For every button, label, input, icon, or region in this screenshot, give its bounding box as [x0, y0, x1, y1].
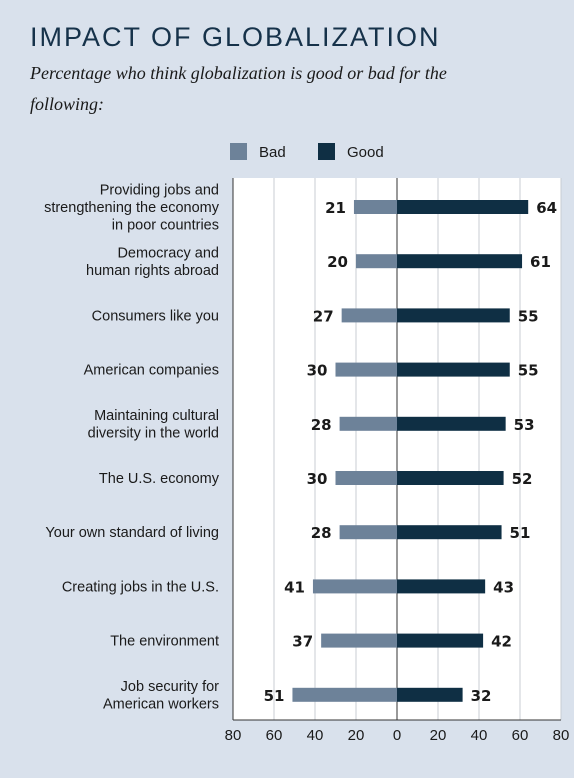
category-label: Your own standard of living	[45, 525, 219, 541]
bar-bad	[335, 471, 397, 485]
bar-good	[397, 254, 523, 269]
bar-good	[397, 308, 510, 323]
data-label-good: 52	[512, 470, 533, 488]
category-label: American companies	[84, 363, 219, 379]
data-label-bad: 41	[284, 578, 305, 596]
x-tick-label: 60	[266, 727, 283, 744]
bar-bad	[312, 579, 397, 594]
x-tick-label: 0	[393, 727, 401, 744]
data-label-good: 43	[493, 578, 514, 596]
data-label-bad: 30	[307, 470, 328, 488]
category-label: diversity in the world	[88, 426, 219, 442]
category-label: The U.S. economy	[99, 471, 220, 487]
chart-subtitle-line1: Percentage who think globalization is go…	[29, 63, 447, 83]
category-label: in poor countries	[112, 218, 219, 234]
data-label-bad: 28	[311, 524, 332, 542]
bar-bad	[292, 687, 397, 702]
data-label-bad: 37	[292, 633, 313, 651]
legend: Bad Good	[230, 143, 384, 161]
category-label: Democracy and	[117, 245, 219, 261]
data-label-bad: 21	[325, 199, 346, 217]
bar-good	[397, 416, 506, 431]
bar-good	[397, 633, 484, 648]
data-label-bad: 30	[307, 362, 328, 380]
x-tick-label: 80	[553, 727, 570, 744]
category-label: Creating jobs in the U.S.	[62, 579, 219, 595]
bar-good	[397, 579, 486, 594]
x-tick-label: 60	[512, 727, 529, 744]
category-label: Maintaining cultural	[94, 408, 219, 424]
category-label: Providing jobs and	[100, 183, 219, 199]
legend-swatch-good	[318, 143, 335, 160]
bar-bad	[321, 633, 397, 648]
bar-good	[397, 687, 463, 702]
x-tick-label: 40	[471, 727, 488, 744]
legend-label-good: Good	[347, 144, 384, 161]
data-label-good: 51	[510, 524, 531, 542]
data-label-bad: 51	[264, 687, 285, 705]
category-label: strengthening the economy	[44, 200, 220, 216]
x-tick-label: 20	[348, 727, 365, 744]
bar-good	[397, 200, 529, 214]
bar-bad	[339, 525, 397, 540]
data-label-bad: 27	[313, 307, 334, 325]
data-label-good: 55	[518, 362, 539, 380]
x-tick-label: 80	[225, 727, 242, 744]
category-label: The environment	[110, 634, 219, 650]
bar-good	[397, 471, 504, 485]
bar-bad	[339, 416, 397, 431]
data-label-bad: 28	[311, 416, 332, 434]
bar-bad	[335, 362, 397, 377]
category-label: Consumers like you	[92, 308, 219, 324]
data-label-good: 32	[471, 687, 492, 705]
bar-bad	[341, 308, 397, 323]
category-label: American workers	[103, 697, 219, 713]
bar-bad	[353, 200, 397, 214]
legend-swatch-bad	[230, 143, 247, 160]
data-label-bad: 20	[327, 253, 348, 271]
data-label-good: 55	[518, 307, 539, 325]
x-tick-label: 40	[307, 727, 324, 744]
chart-title: IMPACT OF GLOBALIZATION	[30, 22, 441, 52]
x-tick-label: 20	[430, 727, 447, 744]
data-label-good: 61	[530, 253, 551, 271]
category-label: human rights abroad	[86, 263, 219, 279]
data-label-good: 64	[536, 199, 557, 217]
bar-bad	[356, 254, 397, 269]
bar-good	[397, 525, 502, 540]
bar-good	[397, 362, 510, 377]
data-label-good: 42	[491, 633, 512, 651]
legend-label-bad: Bad	[259, 144, 286, 161]
chart-subtitle-line2: following:	[30, 94, 104, 114]
data-label-good: 53	[514, 416, 535, 434]
category-label: Job security for	[121, 679, 219, 695]
